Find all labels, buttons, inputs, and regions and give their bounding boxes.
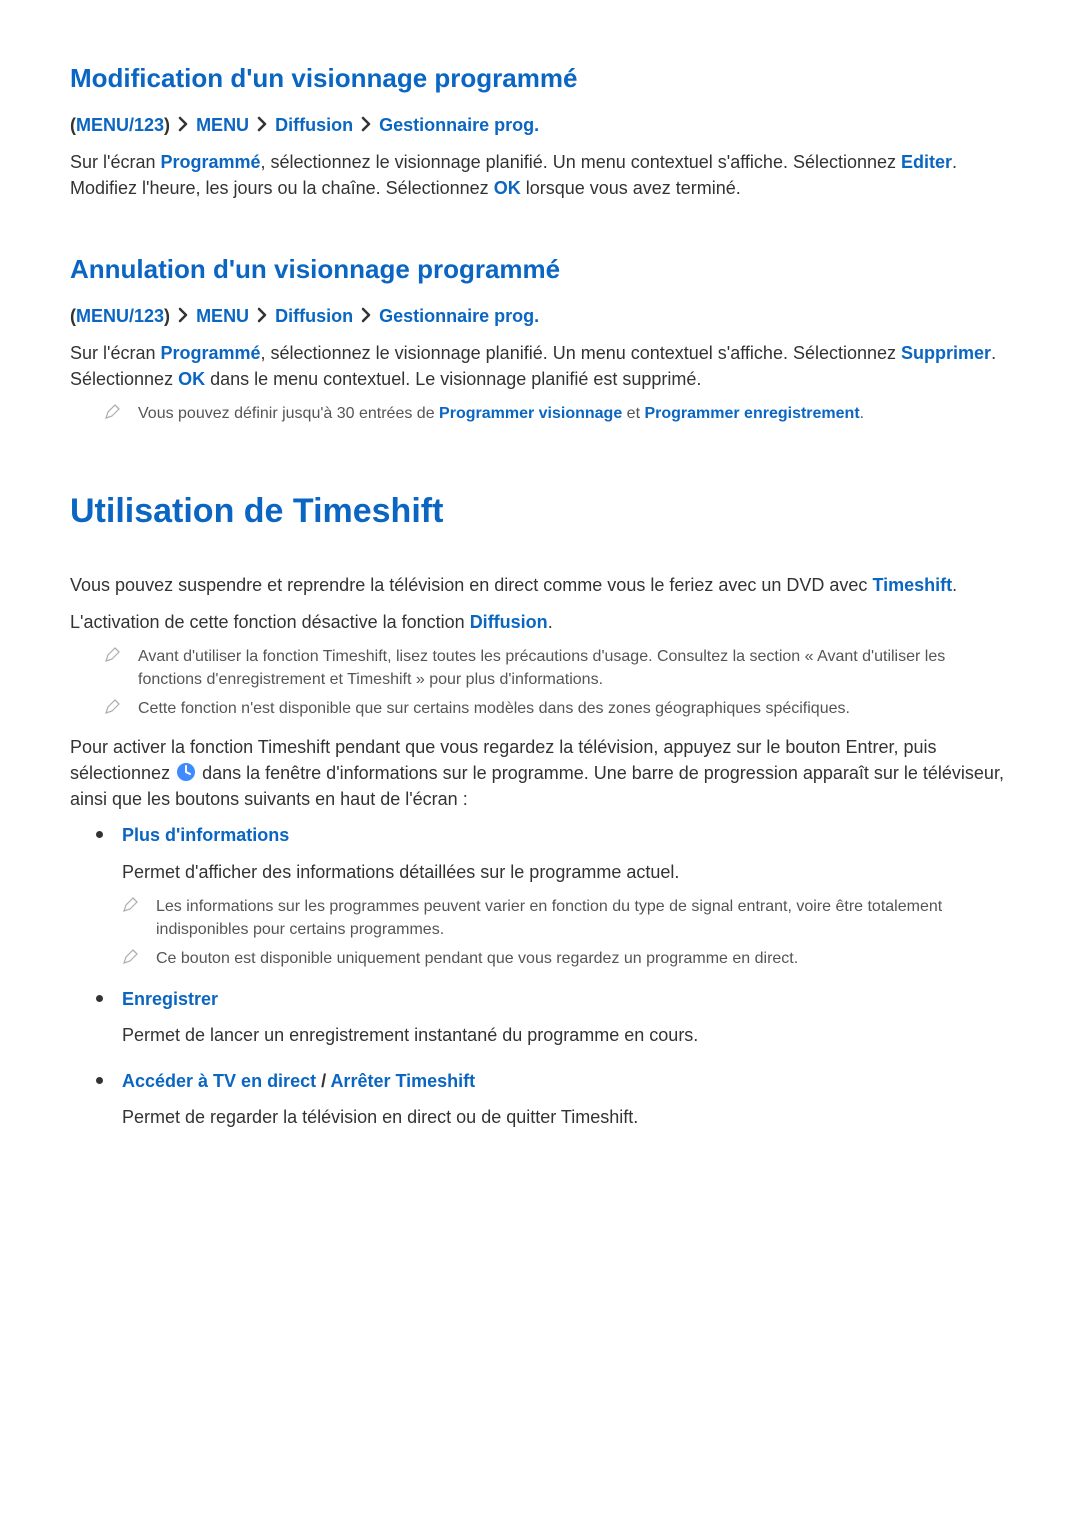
- note: Les informations sur les programmes peuv…: [122, 895, 1010, 941]
- bullet-title: Accéder à TV en direct / Arrêter Timeshi…: [122, 1068, 638, 1094]
- text: Sur l'écran: [70, 343, 160, 363]
- text: Vous pouvez suspendre et reprendre la té…: [70, 575, 872, 595]
- bullet-item: Plus d'informations Permet d'afficher de…: [96, 822, 1010, 976]
- term-arreter-timeshift: Arrêter Timeshift: [330, 1071, 475, 1091]
- heading-cancel: Annulation d'un visionnage programmé: [70, 251, 1010, 289]
- text: Sur l'écran: [70, 152, 160, 172]
- bullet-text: Permet d'afficher des informations détai…: [122, 859, 1010, 885]
- chevron-right-icon: [254, 113, 270, 139]
- bullet-body: Plus d'informations Permet d'afficher de…: [122, 822, 1010, 976]
- bullet-body: Accéder à TV en direct / Arrêter Timeshi…: [122, 1068, 638, 1140]
- clock-icon: [176, 762, 196, 782]
- bullet-dot-icon: [96, 995, 104, 1058]
- heading-timeshift: Utilisation de Timeshift: [70, 487, 1010, 536]
- term-prog-enregistrement: Programmer enregistrement: [644, 405, 859, 422]
- chevron-right-icon: [175, 304, 191, 330]
- section-modify-viewing: Modification d'un visionnage programmé (…: [70, 60, 1010, 201]
- note: Vous pouvez définir jusqu'à 30 entrées d…: [104, 402, 1010, 425]
- pencil-icon: [122, 949, 138, 970]
- text: , sélectionnez le visionnage planifié. U…: [261, 152, 902, 172]
- separator: /: [316, 1071, 330, 1091]
- note-text: Les informations sur les programmes peuv…: [156, 895, 1010, 941]
- bullet-body: Enregistrer Permet de lancer un enregist…: [122, 986, 698, 1058]
- note: Avant d'utiliser la fonction Timeshift, …: [104, 645, 1010, 691]
- pencil-icon: [104, 647, 120, 691]
- path-item-3: Diffusion: [275, 115, 353, 135]
- bullet-item: Enregistrer Permet de lancer un enregist…: [96, 986, 1010, 1058]
- bullet-text: Permet de regarder la télévision en dire…: [122, 1104, 638, 1130]
- term-diffusion: Diffusion: [470, 612, 548, 632]
- term-programme: Programmé: [160, 152, 260, 172]
- pencil-icon: [104, 699, 120, 720]
- paragraph: Pour activer la fonction Timeshift penda…: [70, 734, 1010, 812]
- bullet-dot-icon: [96, 1077, 104, 1140]
- term-timeshift: Timeshift: [872, 575, 952, 595]
- path-item-4: Gestionnaire prog.: [379, 306, 539, 326]
- term-acceder-tv: Accéder à TV en direct: [122, 1071, 316, 1091]
- paragraph: Sur l'écran Programmé, sélectionnez le v…: [70, 340, 1010, 392]
- term-editer: Editer: [901, 152, 952, 172]
- note-text: Cette fonction n'est disponible que sur …: [138, 697, 850, 720]
- text: et: [622, 405, 644, 422]
- text: dans le menu contextuel. Le visionnage p…: [205, 369, 701, 389]
- text: .: [952, 575, 957, 595]
- note-text: Vous pouvez définir jusqu'à 30 entrées d…: [138, 402, 864, 425]
- path-item-2: MENU: [196, 115, 249, 135]
- chevron-right-icon: [254, 304, 270, 330]
- note-text: Ce bouton est disponible uniquement pend…: [156, 947, 798, 970]
- path-item-1: MENU/123: [76, 115, 164, 135]
- text: .: [548, 612, 553, 632]
- heading-modify: Modification d'un visionnage programmé: [70, 60, 1010, 98]
- paragraph: L'activation de cette fonction désactive…: [70, 609, 1010, 635]
- bullet-item: Accéder à TV en direct / Arrêter Timeshi…: [96, 1068, 1010, 1140]
- bullet-title: Enregistrer: [122, 986, 698, 1012]
- term-prog-visionnage: Programmer visionnage: [439, 405, 622, 422]
- term-programme: Programmé: [160, 343, 260, 363]
- chevron-right-icon: [358, 113, 374, 139]
- term-ok: OK: [178, 369, 205, 389]
- paren-close: ): [164, 306, 170, 326]
- text: Vous pouvez définir jusqu'à 30 entrées d…: [138, 405, 439, 422]
- path-item-2: MENU: [196, 306, 249, 326]
- breadcrumb: (MENU/123) MENU Diffusion Gestionnaire p…: [70, 303, 1010, 330]
- text: L'activation de cette fonction désactive…: [70, 612, 470, 632]
- text: , sélectionnez le visionnage planifié. U…: [261, 343, 902, 363]
- path-item-1: MENU/123: [76, 306, 164, 326]
- bullet-title: Plus d'informations: [122, 822, 1010, 848]
- pencil-icon: [122, 897, 138, 941]
- section-timeshift: Utilisation de Timeshift Vous pouvez sus…: [70, 487, 1010, 1140]
- breadcrumb: (MENU/123) MENU Diffusion Gestionnaire p…: [70, 112, 1010, 139]
- pencil-icon: [104, 404, 120, 425]
- path-item-3: Diffusion: [275, 306, 353, 326]
- term-supprimer: Supprimer: [901, 343, 991, 363]
- note: Ce bouton est disponible uniquement pend…: [122, 947, 1010, 970]
- page: Modification d'un visionnage programmé (…: [0, 0, 1080, 1527]
- paragraph: Vous pouvez suspendre et reprendre la té…: [70, 572, 1010, 598]
- bullet-dot-icon: [96, 831, 104, 976]
- note-text: Avant d'utiliser la fonction Timeshift, …: [138, 645, 1010, 691]
- term-ok: OK: [494, 178, 521, 198]
- text: .: [860, 405, 864, 422]
- paren-close: ): [164, 115, 170, 135]
- note: Cette fonction n'est disponible que sur …: [104, 697, 1010, 720]
- path-item-4: Gestionnaire prog.: [379, 115, 539, 135]
- bullet-list: Plus d'informations Permet d'afficher de…: [96, 822, 1010, 1140]
- chevron-right-icon: [175, 113, 191, 139]
- text: lorsque vous avez terminé.: [521, 178, 741, 198]
- section-cancel-viewing: Annulation d'un visionnage programmé (ME…: [70, 251, 1010, 425]
- bullet-text: Permet de lancer un enregistrement insta…: [122, 1022, 698, 1048]
- text: dans la fenêtre d'informations sur le pr…: [70, 763, 1004, 809]
- paragraph: Sur l'écran Programmé, sélectionnez le v…: [70, 149, 1010, 201]
- chevron-right-icon: [358, 304, 374, 330]
